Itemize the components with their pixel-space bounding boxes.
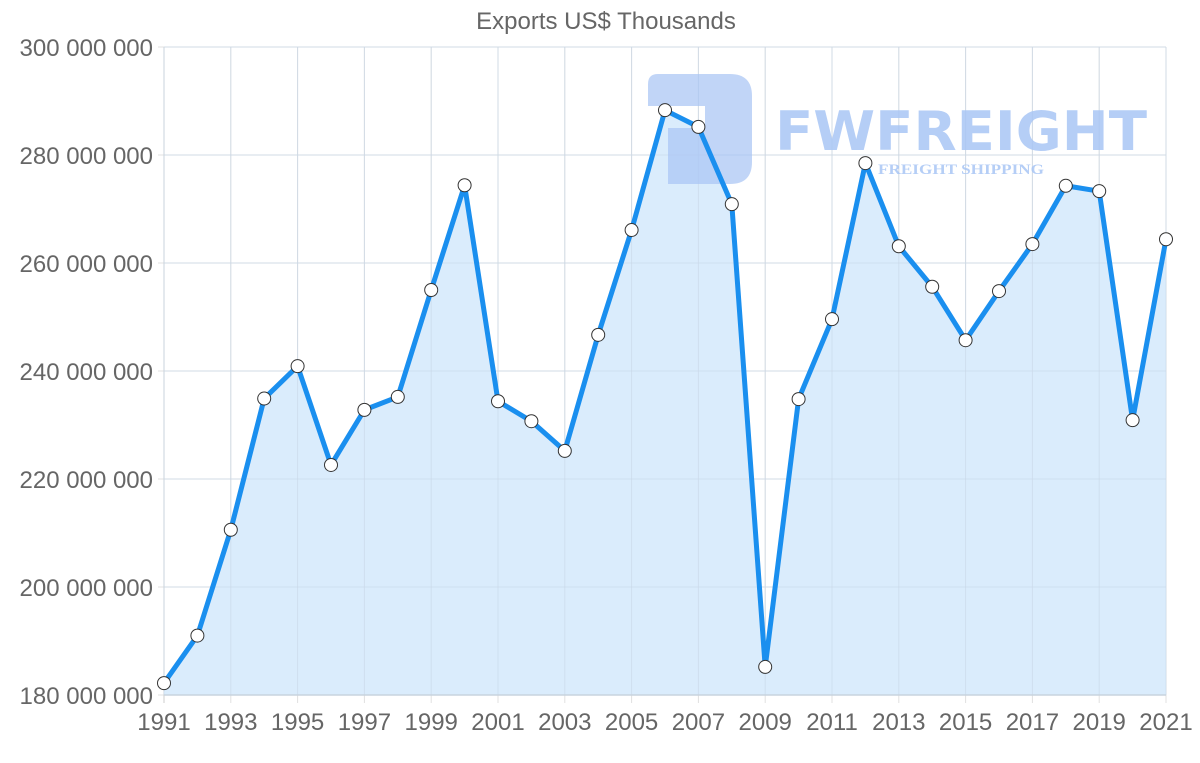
data-point[interactable] (691, 119, 706, 134)
x-tick-label: 2015 (939, 709, 992, 736)
watermark-brand: FWFREIGHT (775, 100, 1147, 163)
area-fill (163, 46, 1167, 696)
data-point[interactable] (390, 389, 405, 404)
data-point[interactable] (591, 327, 606, 342)
y-tick-label: 200 000 000 (20, 575, 153, 602)
data-point[interactable] (925, 279, 940, 294)
x-tick-label: 1991 (137, 709, 190, 736)
x-tick-label: 2011 (806, 709, 858, 736)
data-point[interactable] (491, 394, 505, 409)
data-point[interactable] (791, 392, 806, 407)
data-markers (157, 103, 1173, 691)
area-path (164, 110, 1166, 696)
chart-title: Exports US$ Thousands (476, 8, 736, 35)
data-point[interactable] (724, 197, 739, 212)
watermark-logo: FWFREIGHT FREIGHT SHIPPING (648, 74, 1147, 184)
data-point[interactable] (157, 676, 171, 691)
data-point[interactable] (190, 628, 205, 643)
data-point[interactable] (1025, 237, 1040, 252)
data-point[interactable] (457, 178, 472, 193)
x-tick-label: 2001 (471, 709, 524, 736)
data-point[interactable] (324, 457, 338, 472)
data-point[interactable] (624, 223, 639, 238)
x-tick-label: 2005 (605, 709, 658, 736)
data-point[interactable] (257, 391, 272, 406)
x-tick-label: 1995 (271, 709, 324, 736)
x-tick-label: 2013 (872, 709, 925, 736)
data-point[interactable] (290, 359, 305, 374)
x-tick-label: 2009 (739, 709, 792, 736)
y-tick-label: 220 000 000 (20, 467, 153, 494)
y-axis: 180 000 000 200 000 000 220 000 000 240 000… (20, 35, 153, 710)
data-point[interactable] (891, 239, 906, 254)
x-tick-label: 2017 (1006, 709, 1059, 736)
y-tick-label: 280 000 000 (20, 143, 153, 170)
data-point[interactable] (557, 443, 572, 458)
data-point[interactable] (1092, 184, 1107, 199)
data-point[interactable] (223, 522, 238, 537)
data-point[interactable] (524, 414, 539, 429)
data-point[interactable] (825, 312, 839, 327)
data-point[interactable] (1058, 178, 1073, 193)
y-tick-label: 180 000 000 (20, 683, 153, 710)
data-point[interactable] (958, 333, 973, 348)
watermark-tagline: FREIGHT SHIPPING (878, 162, 1044, 178)
x-tick-label: 2019 (1073, 709, 1126, 736)
x-axis: 1991 1993 1995 1997 1999 2001 2003 2005 2007 2009… (137, 709, 1192, 736)
x-tick-label: 2021 (1139, 709, 1192, 736)
data-point[interactable] (992, 284, 1006, 299)
x-tick-label: 1997 (338, 709, 391, 736)
data-point[interactable] (658, 103, 672, 118)
y-tick-label: 240 000 000 (20, 359, 153, 386)
x-tick-label: 1993 (204, 709, 257, 736)
y-tick-label: 260 000 000 (20, 251, 153, 278)
data-point[interactable] (858, 156, 873, 171)
data-point[interactable] (1125, 413, 1140, 428)
x-tick-label: 2003 (538, 709, 591, 736)
x-tick-label: 2007 (672, 709, 725, 736)
data-point[interactable] (357, 402, 372, 417)
data-point[interactable] (1159, 232, 1173, 247)
y-tick-label: 300 000 000 (20, 35, 153, 62)
x-tick-label: 1999 (405, 709, 458, 736)
data-point[interactable] (758, 659, 773, 674)
data-point[interactable] (424, 283, 439, 297)
